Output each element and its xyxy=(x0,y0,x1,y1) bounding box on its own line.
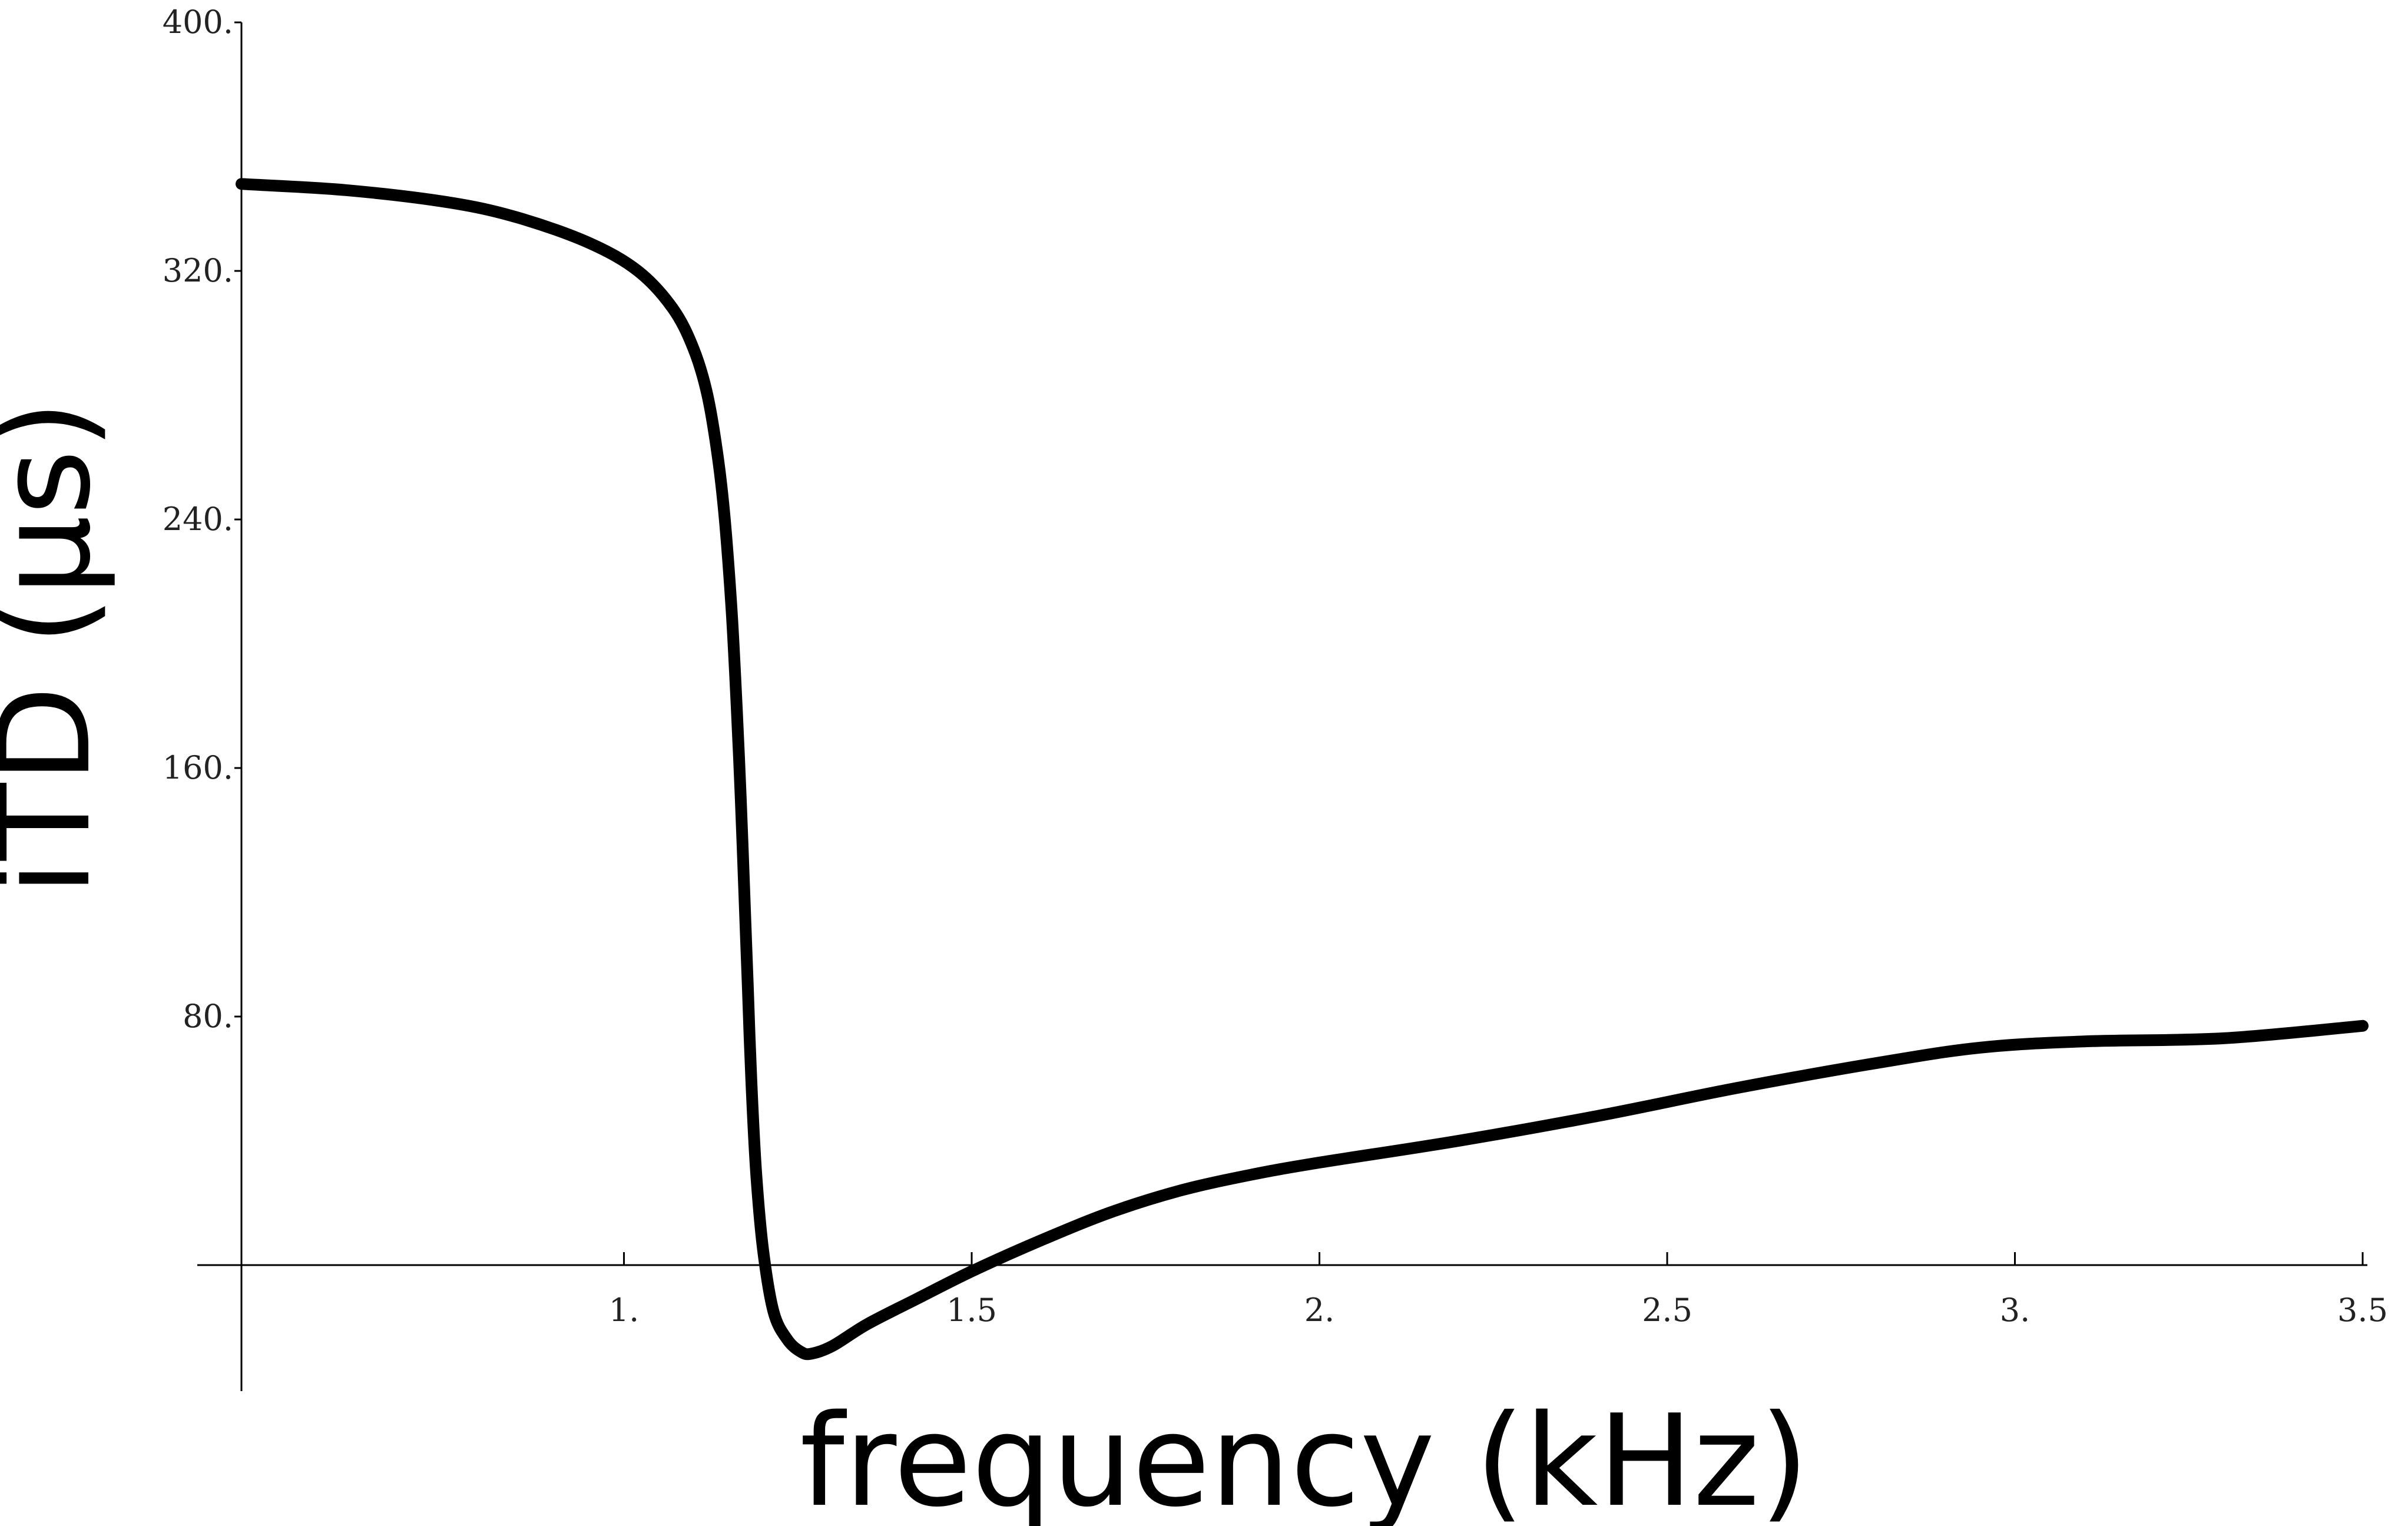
y-tick-label: 240. xyxy=(163,501,233,538)
y-tick-label: 80. xyxy=(183,998,233,1035)
y-axis-title: iTD (µs) xyxy=(0,400,118,896)
axes xyxy=(197,22,2367,1391)
tick-marks xyxy=(234,21,2364,1265)
y-tick-label: 160. xyxy=(163,749,233,786)
y-tick-label: 400. xyxy=(163,4,233,41)
x-tick-label: 2. xyxy=(1304,1292,1335,1329)
x-tick-label: 3.5 xyxy=(2337,1292,2388,1329)
x-tick-label: 3. xyxy=(2000,1292,2031,1329)
x-tick-label: 1.5 xyxy=(946,1292,997,1329)
itd-series-line xyxy=(236,178,2369,1361)
data-series xyxy=(236,178,2369,1361)
x-axis-title: frequency (kHz) xyxy=(800,1387,1809,1526)
y-tick-label: 320. xyxy=(163,252,233,289)
x-tick-label: 1. xyxy=(609,1292,640,1329)
tick-labels: 1. 1.5 2. 2.5 3. 3.5 80. 160. 240. 320. 400. xyxy=(163,4,2388,1329)
x-tick-label: 2.5 xyxy=(1642,1292,1692,1329)
